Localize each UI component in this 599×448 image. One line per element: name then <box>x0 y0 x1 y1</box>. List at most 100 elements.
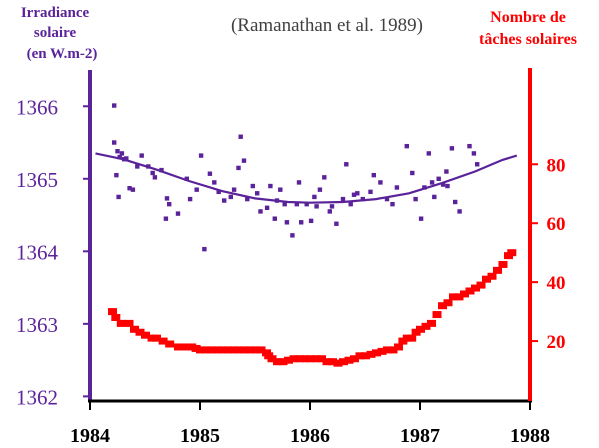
irradiance-point <box>329 204 335 209</box>
irradiance-point <box>294 201 299 207</box>
right-axis-tick-label: 80 <box>547 155 566 176</box>
sunspot-point <box>394 343 403 351</box>
right-axis-label-line-2: tâches solaires <box>479 31 577 48</box>
sunspot-point <box>465 287 475 295</box>
sunspot-point <box>361 352 370 360</box>
irradiance-point <box>150 170 155 176</box>
x-axis-tick-label: 1986 <box>290 425 330 447</box>
sunspot-point <box>141 331 150 339</box>
sunspot-point <box>476 281 486 289</box>
sunspot-point <box>124 319 134 327</box>
irradiance-point <box>164 196 170 201</box>
irradiance-point <box>272 216 277 221</box>
irradiance-point <box>264 205 270 211</box>
irradiance-point <box>308 218 314 224</box>
left-axis-label-line-3: (en W.m-2) <box>27 46 98 62</box>
irradiance-point <box>432 194 437 200</box>
sunspot-point <box>278 358 288 366</box>
irradiance-point <box>296 180 302 185</box>
right-axis-tick-label: 40 <box>547 273 566 294</box>
irradiance-trend-curve <box>95 152 518 204</box>
sunspot-point <box>427 319 436 327</box>
irradiance-point <box>114 172 119 178</box>
right-axis-tick-label: 20 <box>547 332 566 353</box>
irradiance-point <box>163 216 169 221</box>
sunspot-point <box>507 249 517 257</box>
irradiance-point <box>175 211 181 216</box>
sunspot-point <box>174 343 183 351</box>
left-axis-ticks: 1362 1363 1364 1365 1366 <box>16 95 90 409</box>
irradiance-point <box>436 176 441 181</box>
irradiance-point <box>404 143 409 149</box>
irradiance-point <box>351 192 357 197</box>
sunspot-point <box>416 325 425 333</box>
irradiance-point <box>238 134 243 139</box>
sunspot-point <box>207 346 216 354</box>
sunspot-point <box>443 299 453 307</box>
sunspot-point <box>229 346 238 354</box>
irradiance-point <box>117 154 122 160</box>
irradiance-point <box>340 196 346 202</box>
irradiance-point <box>167 201 172 207</box>
irradiance-point <box>236 165 241 171</box>
irradiance-point <box>360 196 365 202</box>
irradiance-point <box>334 221 339 226</box>
sunspot-point <box>388 346 398 354</box>
irradiance-point <box>457 209 462 214</box>
irradiance-point <box>278 187 283 192</box>
irradiance-point <box>445 183 450 189</box>
irradiance-point <box>112 103 117 108</box>
irradiance-point <box>116 194 121 200</box>
sunspot-point <box>256 346 266 354</box>
left-axis-label-line-2: solaire <box>34 25 77 41</box>
irradiance-point <box>258 209 263 214</box>
irradiance-point <box>314 204 319 209</box>
sunspot-point <box>333 359 343 367</box>
sunspot-point <box>339 358 348 366</box>
left-axis-tick-label: 1362 <box>16 385 58 409</box>
sunspot-point <box>372 349 381 357</box>
sunspot-point <box>116 319 126 327</box>
sunspot-point <box>251 346 260 354</box>
irradiance-point <box>378 180 383 185</box>
sunspot-point <box>454 293 464 301</box>
sunspot-point <box>311 355 321 363</box>
irradiance-point <box>222 198 227 203</box>
sunspot-point <box>108 308 117 316</box>
sunspot-point <box>234 346 244 354</box>
irradiance-point <box>115 149 120 154</box>
sunspot-point <box>493 266 502 274</box>
irradiance-point <box>304 201 309 207</box>
x-axis-tick-label: 1988 <box>510 425 550 447</box>
irradiance-point <box>317 187 323 192</box>
irradiance-point <box>418 216 424 221</box>
sunspot-point <box>306 355 315 363</box>
sunspot-point <box>295 355 304 363</box>
x-axis-tick-label: 1987 <box>400 425 440 447</box>
sunspot-point <box>377 347 387 355</box>
sunspot-point <box>498 260 508 268</box>
irradiance-point <box>426 151 431 156</box>
irradiance-point <box>250 183 255 189</box>
irradiance-point <box>368 189 373 195</box>
sunspot-point <box>165 340 175 348</box>
sunspot-point <box>180 343 190 351</box>
sunspot-point <box>111 314 121 321</box>
irradiance-point <box>322 175 327 180</box>
sunspot-point <box>135 328 145 336</box>
sunspot-point <box>273 358 282 366</box>
irradiance-point <box>371 172 376 178</box>
irradiance-point <box>384 196 390 202</box>
sunspot-point <box>218 346 227 354</box>
irradiance-point <box>312 194 317 200</box>
irradiance-point <box>245 196 250 202</box>
irradiance-point <box>284 220 290 225</box>
irradiance-point <box>344 162 349 167</box>
sunspot-point <box>201 346 211 354</box>
irradiance-point <box>290 233 295 238</box>
irradiance-point <box>327 209 332 214</box>
sunspot-point <box>407 334 417 342</box>
sunspot-point <box>245 346 255 354</box>
irradiance-point <box>255 191 260 196</box>
